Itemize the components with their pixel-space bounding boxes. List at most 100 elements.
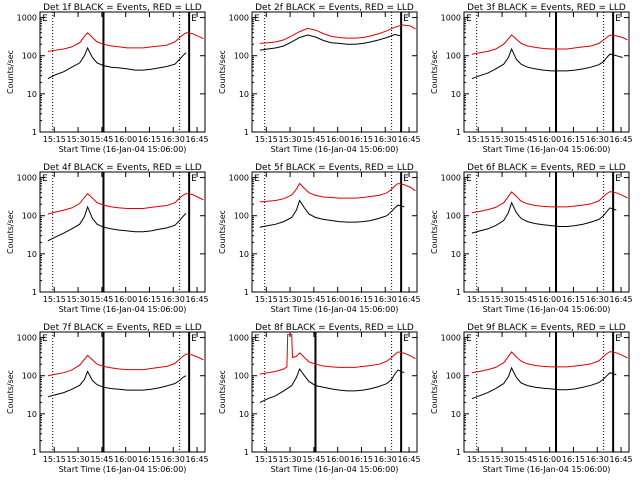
series-line-events bbox=[259, 199, 405, 228]
x-tick-label: 15:15 bbox=[255, 455, 278, 464]
panel-title: Det 3f BLACK = Events, RED = LLD bbox=[467, 3, 626, 13]
series-line-lld bbox=[471, 191, 628, 214]
series-line-lld bbox=[471, 351, 628, 374]
y-tick-label: 1000 bbox=[17, 174, 37, 183]
x-axis-label: Start Time (16-Jan-04 15:06:00) bbox=[271, 465, 399, 474]
panel-title: Det 7f BLACK = Events, RED = LLD bbox=[43, 323, 202, 333]
y-tick-label: 10 bbox=[239, 90, 249, 99]
y-tick-label: 100 bbox=[234, 372, 249, 381]
series-line-events bbox=[47, 46, 187, 80]
series-line-lld bbox=[259, 24, 416, 44]
x-tick-label: 15:15 bbox=[467, 455, 490, 464]
y-tick-label: 1 bbox=[32, 128, 37, 137]
x-tick-label: 16:15 bbox=[562, 295, 585, 304]
plot-frame bbox=[463, 171, 630, 293]
panel-title: Det 9f BLACK = Events, RED = LLD bbox=[467, 323, 626, 333]
y-tick-label: 1 bbox=[456, 448, 461, 457]
x-tick-label: 16:00 bbox=[114, 455, 137, 464]
flag-label: E bbox=[466, 174, 472, 184]
y-tick-label: 1 bbox=[32, 448, 37, 457]
x-tick-label: 16:00 bbox=[538, 455, 561, 464]
y-tick-label: 1000 bbox=[441, 14, 461, 23]
x-axis-label: Start Time (16-Jan-04 15:06:00) bbox=[59, 465, 187, 474]
x-tick-label: 16:00 bbox=[114, 135, 137, 144]
x-tick-label: 16:15 bbox=[138, 135, 161, 144]
panel-title: Det 8f BLACK = Events, RED = LLD bbox=[255, 323, 414, 333]
x-tick-label: 16:45 bbox=[610, 295, 633, 304]
y-tick-label: 10 bbox=[239, 410, 249, 419]
x-tick-label: 16:15 bbox=[350, 135, 373, 144]
x-tick-label: 16:45 bbox=[186, 455, 209, 464]
x-axis-label: Start Time (16-Jan-04 15:06:00) bbox=[59, 145, 187, 154]
flag-label: E bbox=[615, 14, 621, 24]
plot-frame bbox=[463, 11, 630, 133]
x-tick-label: 16:30 bbox=[162, 295, 185, 304]
series-line-events bbox=[471, 366, 617, 400]
x-tick-label: 15:15 bbox=[43, 135, 66, 144]
x-tick-label: 15:45 bbox=[90, 295, 113, 304]
y-tick-label: 10 bbox=[451, 410, 461, 419]
x-tick-label: 16:00 bbox=[326, 455, 349, 464]
series-line-lld bbox=[259, 182, 416, 203]
x-tick-label: 16:45 bbox=[610, 135, 633, 144]
x-tick-label: 15:45 bbox=[514, 455, 537, 464]
x-axis-label: Start Time (16-Jan-04 15:06:00) bbox=[483, 145, 611, 154]
x-tick-label: 15:45 bbox=[302, 135, 325, 144]
x-tick-label: 15:30 bbox=[279, 135, 302, 144]
series-line-lld bbox=[47, 32, 204, 52]
panel-title: Det 1f BLACK = Events, RED = LLD bbox=[43, 3, 202, 13]
x-tick-label: 15:30 bbox=[67, 295, 90, 304]
plot-frame bbox=[39, 11, 206, 133]
y-tick-label: 10 bbox=[27, 410, 37, 419]
x-tick-label: 16:00 bbox=[326, 295, 349, 304]
x-tick-label: 15:30 bbox=[279, 295, 302, 304]
flag-label: E bbox=[466, 14, 472, 24]
y-axis-label: Counts/sec bbox=[6, 210, 15, 254]
x-tick-label: 15:15 bbox=[43, 295, 66, 304]
x-tick-label: 16:30 bbox=[374, 455, 397, 464]
y-tick-label: 100 bbox=[234, 52, 249, 61]
y-axis-label: Counts/sec bbox=[218, 210, 227, 254]
y-axis-label: Counts/sec bbox=[430, 210, 439, 254]
x-axis-label: Start Time (16-Jan-04 15:06:00) bbox=[59, 305, 187, 314]
series-line-lld bbox=[47, 192, 204, 215]
x-tick-label: 16:30 bbox=[586, 455, 609, 464]
series-line-events bbox=[259, 367, 405, 403]
y-tick-label: 1 bbox=[32, 288, 37, 297]
panel-title: Det 5f BLACK = Events, RED = LLD bbox=[255, 163, 414, 173]
flag-label: E bbox=[403, 14, 409, 24]
x-tick-label: 15:45 bbox=[90, 455, 113, 464]
x-tick-label: 15:15 bbox=[255, 295, 278, 304]
flag-label: E bbox=[254, 14, 260, 24]
series-line-lld bbox=[259, 334, 416, 375]
y-tick-label: 1 bbox=[244, 128, 249, 137]
x-tick-label: 16:15 bbox=[138, 455, 161, 464]
x-tick-label: 16:00 bbox=[114, 295, 137, 304]
x-tick-label: 15:30 bbox=[279, 455, 302, 464]
x-tick-label: 16:45 bbox=[398, 135, 421, 144]
series-line-events bbox=[471, 47, 623, 80]
y-axis-label: Counts/sec bbox=[6, 50, 15, 94]
x-tick-label: 16:30 bbox=[374, 135, 397, 144]
flag-label: E bbox=[403, 174, 409, 184]
y-tick-label: 1 bbox=[244, 288, 249, 297]
flag-label: E bbox=[615, 334, 621, 344]
x-tick-label: 16:30 bbox=[162, 135, 185, 144]
y-tick-label: 100 bbox=[22, 212, 37, 221]
y-tick-label: 100 bbox=[22, 52, 37, 61]
flag-label: E bbox=[42, 334, 48, 344]
series-line-lld bbox=[47, 353, 204, 377]
x-axis-label: Start Time (16-Jan-04 15:06:00) bbox=[483, 305, 611, 314]
x-tick-label: 15:30 bbox=[491, 135, 514, 144]
flag-label: E bbox=[254, 174, 260, 184]
x-axis-label: Start Time (16-Jan-04 15:06:00) bbox=[483, 465, 611, 474]
x-tick-label: 15:45 bbox=[90, 135, 113, 144]
flag-label: E bbox=[42, 174, 48, 184]
flag-label: E bbox=[466, 334, 472, 344]
x-tick-label: 16:30 bbox=[162, 455, 185, 464]
